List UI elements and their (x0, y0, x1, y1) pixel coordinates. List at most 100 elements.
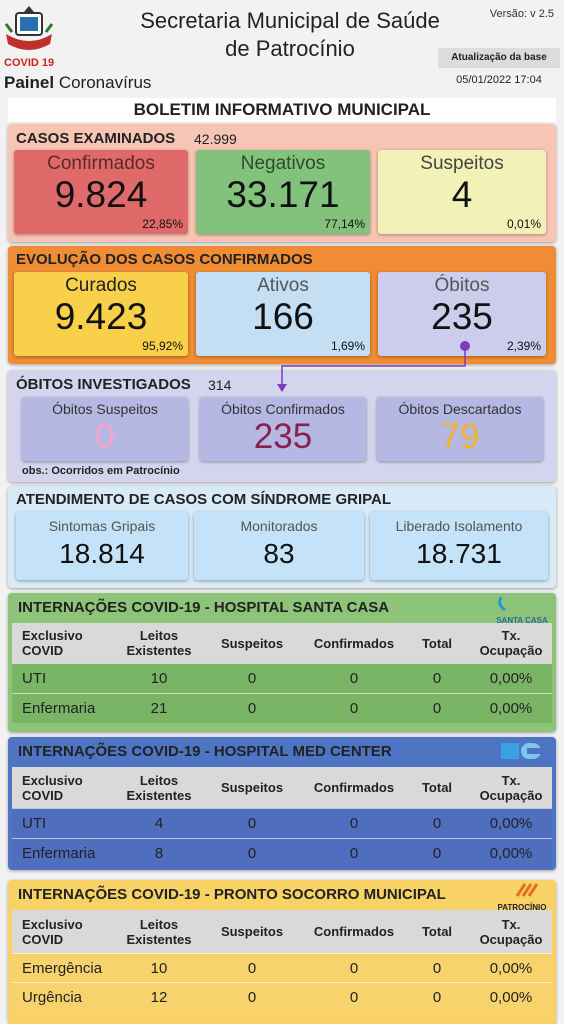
death-card: Óbitos Confirmados 235 (200, 397, 366, 461)
section-title: ATENDIMENTO DE CASOS COM SÍNDROME GRIPAL (16, 491, 392, 508)
city-logo (4, 6, 54, 50)
card-label: Confirmados (47, 153, 155, 174)
cases-examined: CASOS EXAMINADOS 42.999 Confirmados 9.824 22… (8, 124, 556, 242)
table-row: UTI 10 0 0 0 0,00% (12, 663, 552, 693)
card-value: 0 (95, 417, 115, 456)
hospital-section: INTERNAÇÕES COVID-19 - PRONTO SOCORRO MU… (8, 880, 556, 1024)
section-title: EVOLUÇÃO DOS CASOS CONFIRMADOS (16, 251, 313, 268)
card-percent: 2,39% (506, 339, 541, 353)
table-cell: 0 (349, 700, 359, 717)
card-label: Sintomas Gripais (48, 518, 156, 534)
death-card: Óbitos Descartados 79 (377, 397, 543, 461)
column-header: Suspeitos (220, 924, 284, 939)
flu-card: Liberado Isolamento 18.731 (370, 512, 548, 580)
card-value: 18.814 (59, 538, 145, 569)
bulletin-title: BOLETIM INFORMATIVO MUNICIPAL (8, 98, 556, 122)
column-header: Total (421, 780, 453, 795)
version: Versão: v 2.5 (489, 8, 554, 20)
table-row: Enfermaria 8 0 0 0 0,00% (12, 838, 552, 868)
flu-card: Monitorados 83 (194, 512, 364, 580)
table-cell: 10 (150, 670, 168, 687)
card-value: 235 (253, 417, 313, 456)
column-header: Total (421, 635, 453, 651)
table-cell: 12 (150, 989, 168, 1006)
column-header: Confirmados (313, 635, 395, 651)
card-label: Óbitos Suspeitos (52, 401, 158, 417)
table-cell: 4 (154, 815, 164, 832)
title-line-2: de Patrocínio (225, 36, 355, 61)
column-header: Confirmados (313, 924, 395, 939)
card-value: 4 (451, 174, 473, 215)
update-label: Atualização da base (438, 48, 560, 68)
stat-card: Negativos 33.171 77,14% (196, 150, 370, 234)
column-header: Exclusivo COVID (22, 916, 83, 947)
card-label: Ativos (257, 275, 309, 296)
logo-text: SANTA CASA (496, 616, 548, 625)
card-percent: 77,14% (324, 217, 365, 231)
table: Exclusivo COVID Leitos Existentes Suspeito… (12, 623, 552, 723)
hospital-logo: SANTA CASA (494, 595, 550, 625)
table-row: Enfermaria 21 0 0 0 0,00% (12, 693, 552, 723)
logo-icon (515, 883, 539, 897)
column-header: Leitos Existentes (126, 772, 192, 803)
title-line-1: Secretaria Municipal de Saúde (140, 8, 440, 33)
hospital-section: INTERNAÇÕES COVID-19 - HOSPITAL SANTA CA… (8, 593, 556, 732)
card-label: Óbitos Confirmados (221, 401, 345, 417)
table-cell: 0,00% (489, 700, 533, 717)
stat-card: Curados 9.423 95,92% (14, 272, 188, 356)
card-label: Liberado Isolamento (395, 518, 523, 534)
card-value: 9.423 (54, 296, 148, 337)
table-cell: 0 (349, 845, 359, 862)
table-cell: 0,00% (489, 960, 533, 977)
table-cell: 0 (247, 960, 257, 977)
table-cell: 0 (247, 845, 257, 862)
column-header: Tx. Ocupação (479, 916, 543, 947)
table-cell: 0 (432, 815, 442, 832)
table-cell: 0 (432, 670, 442, 687)
table-cell: UTI (22, 815, 47, 832)
card-value: 9.824 (54, 174, 148, 215)
table-row: Urgência 12 0 0 0 0,00% (12, 982, 552, 1011)
section-total: 314 (208, 377, 232, 393)
table-cell: 0 (349, 670, 359, 687)
column-header: Suspeitos (220, 635, 284, 651)
section-total: 42.999 (194, 131, 237, 147)
card-value: 83 (263, 538, 295, 569)
hospital-section: INTERNAÇÕES COVID-19 - HOSPITAL MED CENT… (8, 737, 556, 870)
flu-card: Sintomas Gripais 18.814 (16, 512, 188, 580)
stat-card: Suspeitos 4 0,01% (378, 150, 546, 234)
column-header: Confirmados (313, 780, 395, 795)
card-label: Curados (65, 275, 137, 296)
table-cell: 21 (150, 700, 168, 717)
section-title: ÓBITOS INVESTIGADOS (16, 376, 191, 393)
hospital-logo: PATROCÍNIO (494, 882, 550, 912)
table-cell: 0 (432, 960, 442, 977)
table-cell: Enfermaria (22, 845, 96, 862)
table-cell: 8 (154, 845, 164, 862)
section-title: CASOS EXAMINADOS (16, 130, 176, 147)
card-label: Suspeitos (420, 153, 504, 174)
logo-text: PATROCÍNIO (497, 903, 547, 912)
column-header: Suspeitos (220, 780, 284, 795)
table-cell: 0,00% (489, 670, 533, 687)
card-percent: 0,01% (506, 217, 541, 231)
table-cell: 0 (349, 989, 359, 1006)
covid-badge: COVID 19 (4, 57, 55, 69)
card-label: Óbitos Descartados (398, 401, 522, 417)
table: Exclusivo COVID Leitos Existentes Suspeito… (12, 910, 552, 1011)
table-cell: 0 (247, 700, 257, 717)
table-cell: 0 (432, 700, 442, 717)
column-header: Total (421, 924, 453, 939)
table-cell: 0,00% (489, 815, 533, 832)
table-cell: 0 (247, 670, 257, 687)
card-value: 33.171 (226, 174, 340, 215)
card-label: Óbitos (434, 275, 490, 296)
table-row: Emergência 10 0 0 0 0,00% (12, 953, 552, 982)
hospital-logo (494, 739, 550, 765)
table-cell: 0 (247, 989, 257, 1006)
table-cell: 0 (349, 815, 359, 832)
table-cell: 0 (349, 960, 359, 977)
panel-rest: Coronavírus (58, 73, 152, 92)
card-percent: 22,85% (142, 217, 183, 231)
